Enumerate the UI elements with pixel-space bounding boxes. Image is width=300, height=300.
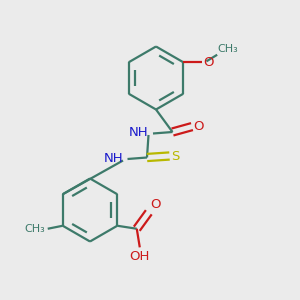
Text: S: S [171,149,179,163]
Text: O: O [150,198,160,211]
Text: NH: NH [129,126,148,139]
Text: O: O [194,120,204,133]
Text: OH: OH [130,250,150,263]
Text: CH₃: CH₃ [218,44,238,54]
Text: NH: NH [103,152,123,165]
Text: CH₃: CH₃ [25,224,45,234]
Text: O: O [203,56,213,69]
